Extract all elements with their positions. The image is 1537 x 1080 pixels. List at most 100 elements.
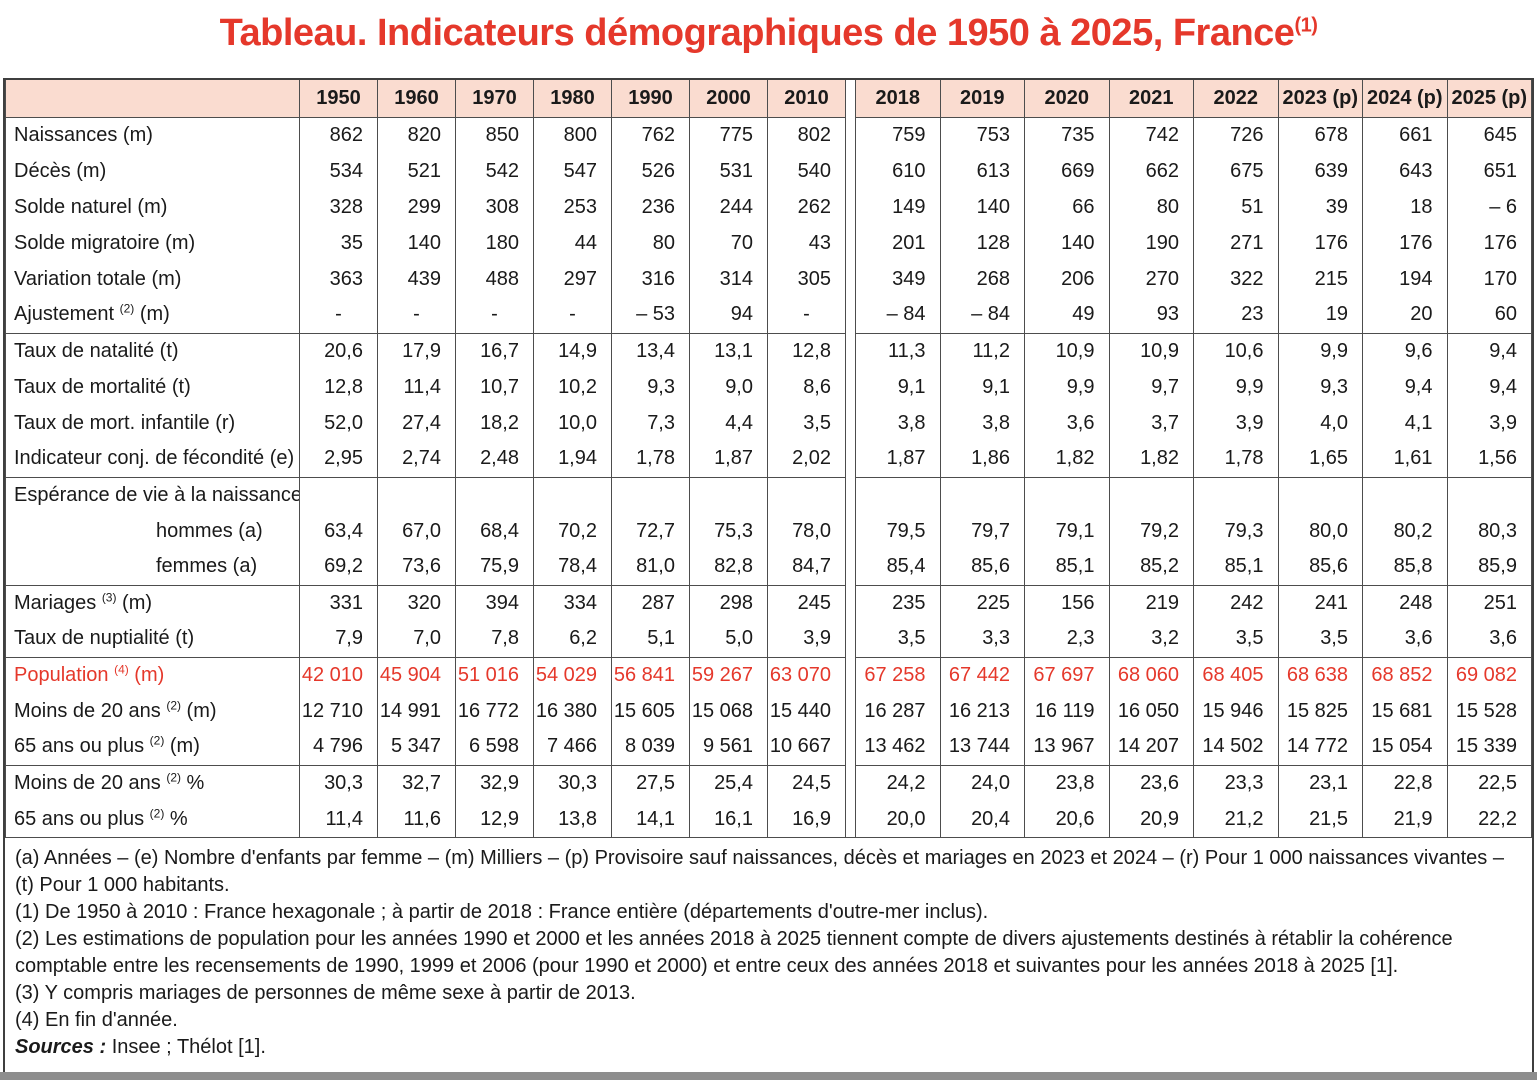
- value-cell: 16,7: [455, 332, 534, 369]
- gap-cell: [845, 693, 856, 729]
- value-cell: 10,2: [533, 369, 612, 405]
- page-title: Tableau. Indicateurs démographiques de 1…: [0, 0, 1537, 55]
- value-cell: 639: [1277, 153, 1363, 189]
- value-cell: 9,4: [1446, 369, 1532, 405]
- value-cell: 662: [1108, 153, 1194, 189]
- value-cell: 80,2: [1362, 513, 1448, 549]
- value-cell: 7,3: [611, 405, 690, 441]
- value-cell: 78,4: [533, 549, 612, 585]
- value-cell: 1,82: [1024, 441, 1110, 477]
- value-cell: 11,4: [299, 801, 378, 837]
- row-label-text: Moins de 20 ans: [14, 771, 167, 794]
- gap-cell: [845, 549, 856, 585]
- table-row: Ajustement (2) (m) - - - - – 53 94- – 84– 84 49 9…: [5, 297, 1532, 333]
- value-cell: 13,1: [689, 332, 768, 369]
- value-cell: 44: [533, 225, 612, 261]
- value-cell: -: [533, 297, 612, 333]
- value-cell: 85,9: [1446, 549, 1532, 585]
- value-cell: 253: [533, 189, 612, 225]
- value-cell: 12,8: [299, 369, 378, 405]
- value-cell: 9,7: [1108, 369, 1194, 405]
- value-cell: 20: [1362, 297, 1448, 333]
- year-header: 2010: [767, 80, 846, 118]
- row-label: Taux de mort. infantile (r): [5, 405, 300, 441]
- value-cell: 3,9: [767, 621, 846, 657]
- value-cell: 79,3: [1193, 513, 1279, 549]
- row-label-text: Décès (m): [14, 159, 107, 182]
- value-cell: 8 039: [611, 729, 690, 765]
- value-cell: 1,87: [689, 441, 768, 477]
- value-cell: 15 339: [1446, 729, 1532, 765]
- value-cell: 2,3: [1024, 621, 1110, 657]
- value-cell: 3,9: [1446, 405, 1532, 441]
- gap-cell: [845, 765, 856, 801]
- row-label: Ajustement (2) (m): [5, 297, 300, 333]
- gap-cell: [845, 585, 856, 621]
- value-cell: 63,4: [299, 513, 378, 549]
- value-cell: 22,5: [1446, 764, 1532, 801]
- value-cell: 16 050: [1108, 693, 1194, 729]
- table-row: 65 ans ou plus (2) (m) 4 796 5 347 6 598 7 4…: [5, 729, 1532, 765]
- value-cell: 6 598: [455, 729, 534, 765]
- value-cell: 22,2: [1446, 801, 1532, 837]
- value-cell: 30,3: [533, 764, 612, 801]
- value-cell: 547: [533, 153, 612, 189]
- table-row: femmes (a) 69,2 73,6 75,9 78,4 81,0 82,8 84,7 85…: [5, 549, 1532, 585]
- gap-cell: [845, 80, 856, 117]
- value-cell: 753: [939, 117, 1025, 153]
- gap-cell: [845, 261, 856, 297]
- value-cell: 3,5: [1193, 621, 1279, 657]
- value-cell: 349: [855, 261, 941, 297]
- row-label-text: Solde migratoire (m): [14, 231, 196, 254]
- value-cell: 176: [1446, 225, 1532, 261]
- value-cell: 645: [1446, 117, 1532, 153]
- value-cell: 79,7: [939, 513, 1025, 549]
- value-cell: 80: [611, 225, 690, 261]
- value-cell: -: [299, 297, 378, 333]
- value-cell: 68 638: [1277, 656, 1363, 693]
- value-cell: [1277, 476, 1363, 513]
- row-label: 65 ans ou plus (2) %: [5, 801, 300, 837]
- value-cell: 14 772: [1277, 729, 1363, 765]
- row-label-text: Espérance de vie à la naissance: [14, 483, 300, 506]
- value-cell: 9,6: [1362, 332, 1448, 369]
- gap-cell: [845, 189, 856, 225]
- value-cell: 305: [767, 261, 846, 297]
- gap-cell: [845, 801, 856, 837]
- value-cell: 21,2: [1193, 801, 1279, 837]
- value-cell: 68 060: [1108, 656, 1194, 693]
- value-cell: – 84: [939, 297, 1025, 333]
- footnote-abbreviations: (a) Années – (e) Nombre d'enfants par fe…: [15, 847, 1504, 896]
- value-cell: 1,86: [939, 441, 1025, 477]
- value-cell: 1,94: [533, 441, 612, 477]
- value-cell: 85,1: [1193, 549, 1279, 585]
- value-cell: 613: [939, 153, 1025, 189]
- value-cell: 531: [689, 153, 768, 189]
- value-cell: 11,3: [855, 332, 941, 369]
- value-cell: 298: [689, 584, 768, 621]
- value-cell: 9,0: [689, 369, 768, 405]
- value-cell: 10,6: [1193, 332, 1279, 369]
- value-cell: 308: [455, 189, 534, 225]
- value-cell: 7,9: [299, 621, 378, 657]
- value-cell: 14 502: [1193, 729, 1279, 765]
- value-cell: 16 772: [455, 693, 534, 729]
- row-label-text: Variation totale (m): [14, 267, 182, 290]
- value-cell: 241: [1277, 584, 1363, 621]
- value-cell: – 6: [1446, 189, 1532, 225]
- value-cell: 13 967: [1024, 729, 1110, 765]
- row-label-footnote-ref: (2): [166, 770, 181, 785]
- year-header: 2023 (p): [1277, 80, 1363, 118]
- value-cell: 20,6: [1024, 801, 1110, 837]
- value-cell: 1,61: [1362, 441, 1448, 477]
- value-cell: 4,4: [689, 405, 768, 441]
- value-cell: 251: [1446, 584, 1532, 621]
- value-cell: [1362, 476, 1448, 513]
- value-cell: 201: [855, 225, 941, 261]
- value-cell: [767, 476, 846, 513]
- value-cell: 235: [855, 584, 941, 621]
- value-cell: 9,9: [1024, 369, 1110, 405]
- row-label: Solde naturel (m): [5, 189, 300, 225]
- row-label-footnote-ref: (2): [149, 805, 165, 820]
- value-cell: [855, 476, 941, 513]
